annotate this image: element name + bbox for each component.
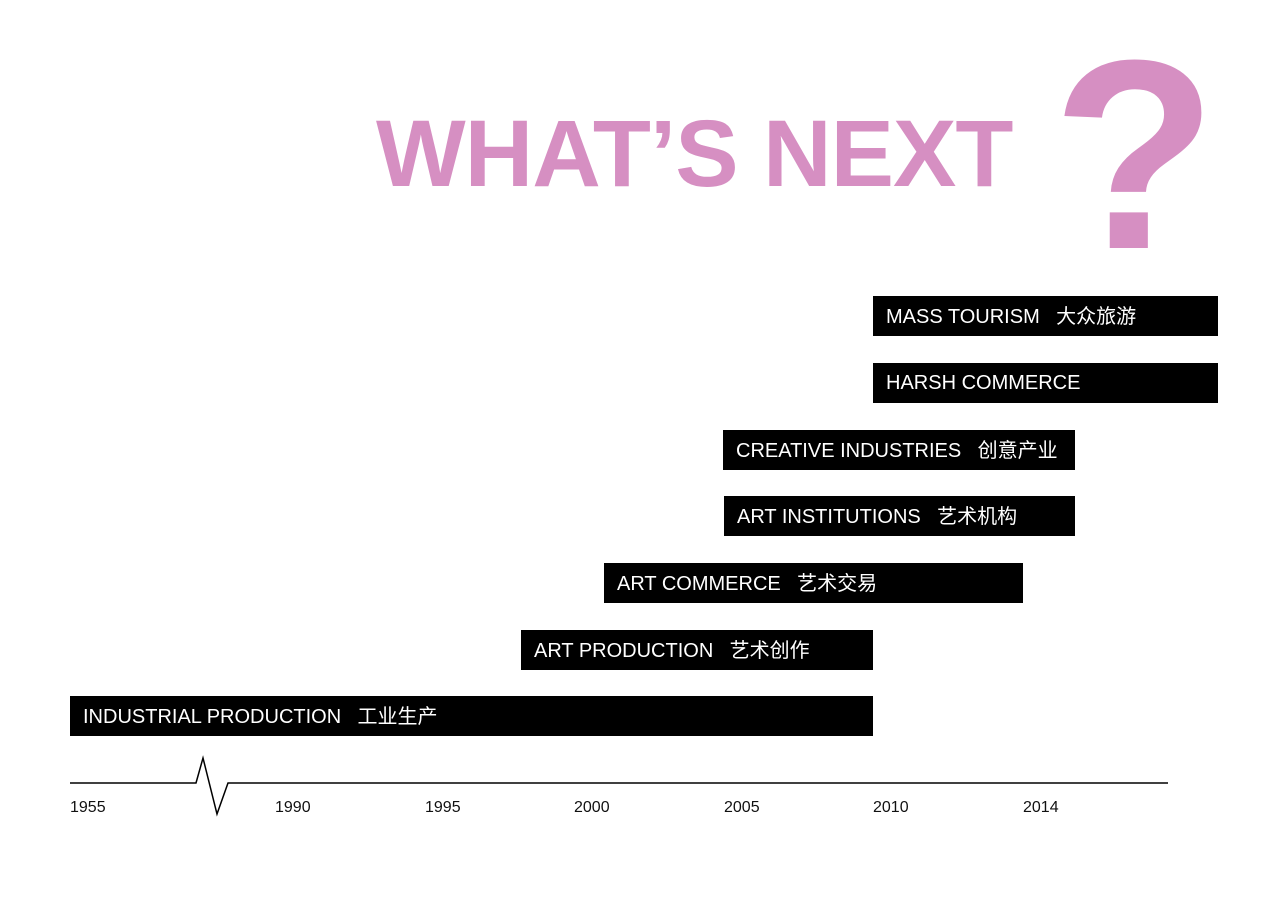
bar-label-chinese: 大众旅游 [1049, 304, 1137, 328]
timeline-bar: HARSH COMMERCE [873, 363, 1218, 403]
headline-title: WHAT’S NEXT [376, 101, 1013, 207]
axis-tick-label: 2014 [1023, 799, 1059, 816]
bar-label: ART PRODUCTION [534, 640, 714, 662]
timeline-bar: ART PRODUCTION 艺术创作 [521, 630, 873, 670]
axis-tick-label: 1990 [275, 799, 311, 816]
bar-label: ART INSTITUTIONS [737, 506, 921, 528]
timeline-bar: MASS TOURISM 大众旅游 [873, 296, 1218, 336]
timeline-bar: CREATIVE INDUSTRIES 创意产业 [723, 430, 1075, 470]
question-mark-icon: ? [1052, 5, 1217, 306]
bar-label-chinese: 艺术机构 [930, 504, 1018, 528]
bar-label-chinese: 工业生产 [351, 704, 438, 728]
bar-label-chinese: 创意产业 [971, 438, 1058, 462]
timeline-bar: INDUSTRIAL PRODUCTION 工业生产 [70, 696, 873, 736]
timeline-axis [70, 755, 1168, 817]
bar-label: HARSH COMMERCE [886, 372, 1081, 394]
bar-label: CREATIVE INDUSTRIES [736, 440, 962, 462]
bar-label: INDUSTRIAL PRODUCTION [83, 706, 342, 728]
axis-tick-label: 1995 [425, 799, 461, 816]
axis-line [70, 755, 1168, 817]
timeline-bar: ART COMMERCE 艺术交易 [604, 563, 1023, 603]
bar-label: ART COMMERCE [617, 573, 781, 595]
axis-tick-label: 1955 [70, 799, 106, 816]
bar-label-chinese: 艺术交易 [790, 571, 878, 595]
bar-label: MASS TOURISM [886, 306, 1040, 328]
axis-tick-label: 2005 [724, 799, 760, 816]
timeline-bar: ART INSTITUTIONS 艺术机构 [724, 496, 1075, 536]
axis-tick-label: 2000 [574, 799, 610, 816]
bar-label-chinese: 艺术创作 [723, 638, 810, 662]
axis-tick-label: 2010 [873, 799, 909, 816]
